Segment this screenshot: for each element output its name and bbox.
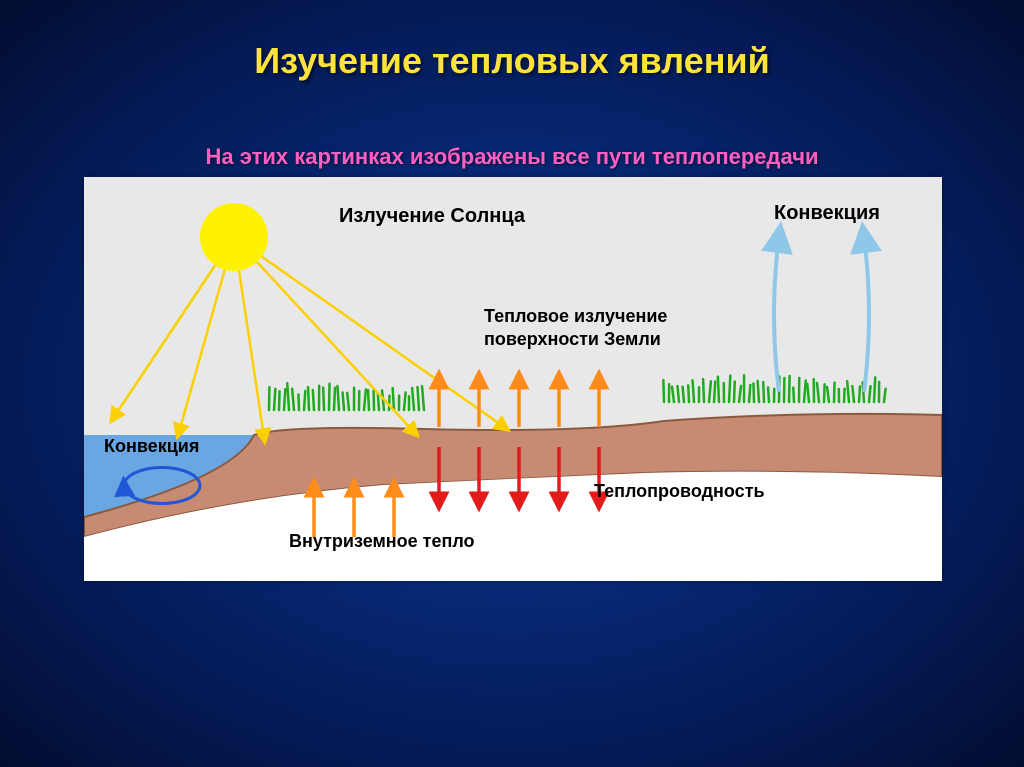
label-thermal-radiation-l2: поверхности Земли — [484, 329, 661, 349]
label-convection-water: Конвекция — [104, 436, 199, 456]
diagram-svg: Излучение Солнца Конвекция Тепловое излу… — [84, 177, 942, 581]
label-internal-heat: Внутриземное тепло — [289, 531, 475, 551]
label-conductivity: Теплопроводность — [594, 481, 765, 501]
sun-icon — [200, 203, 268, 271]
label-sun-radiation: Излучение Солнца — [339, 205, 526, 227]
slide-subtitle: На этих картинках изображены все пути те… — [0, 144, 1024, 170]
heat-transfer-diagram: Излучение Солнца Конвекция Тепловое излу… — [84, 177, 942, 581]
label-convection-top: Конвекция — [774, 202, 880, 224]
slide-title: Изучение тепловых явлений — [0, 40, 1024, 82]
slide: Изучение тепловых явлений На этих картин… — [0, 0, 1024, 767]
label-thermal-radiation-l1: Тепловое излучение — [484, 306, 667, 326]
